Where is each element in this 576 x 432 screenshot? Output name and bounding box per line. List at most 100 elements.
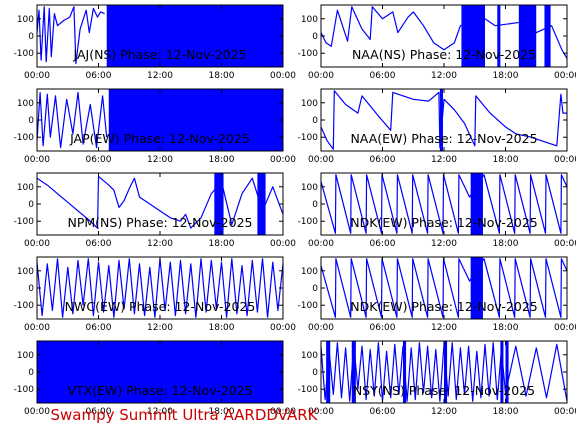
y-tick-label: 0 [28,200,34,210]
x-tick-label: 12:00 [147,155,173,165]
series-group [321,257,567,319]
plot-area [37,173,283,235]
x-tick-label: 12:00 [147,239,173,249]
x-tick-label: 06:00 [370,323,396,333]
x-tick-label: 00:00 [270,323,296,333]
x-tick-label: 00:00 [270,239,296,249]
dense-band-0 [108,89,283,151]
x-tick-label: 12:00 [147,323,173,333]
x-tick-label: 06:00 [86,155,112,165]
dense-band-5 [505,341,509,403]
x-tick-label: 00:00 [24,407,50,417]
dense-band-1 [497,5,501,67]
chart-title: VTX(EW) Phase: 12-Nov-2025 [67,383,252,398]
x-tick-label: 18:00 [209,155,235,165]
x-tick-label: 00:00 [308,407,334,417]
chart-title: JAP(EW) Phase: 12-Nov-2025 [69,131,250,146]
y-tick-label: 100 [301,99,318,109]
chart-panel-9: 100 0 -100 00:00 06:00 12:00 18:00 00:00 NSY(NS)… [298,340,576,417]
x-tick-label: 00:00 [554,239,576,249]
x-tick-label: 00:00 [270,407,296,417]
x-tick-label: 18:00 [493,155,519,165]
x-tick-label: 12:00 [431,407,457,417]
x-tick-label: 00:00 [24,239,50,249]
x-tick-label: 18:00 [209,71,235,81]
x-tick-label: 00:00 [308,71,334,81]
y-tick-label: 0 [312,32,318,42]
y-tick-label: 100 [301,351,318,361]
chart-title: NAA(EW) Phase: 12-Nov-2025 [350,131,537,146]
x-tick-label: 00:00 [554,323,576,333]
x-tick-label: 00:00 [308,323,334,333]
y-tick-label: 100 [17,99,34,109]
y-tick-label: 100 [17,267,34,277]
chart-panel-3: 100 0 -100 00:00 06:00 12:00 18:00 00:00 NAA(EW)… [298,88,576,165]
dense-band-0 [214,173,224,235]
chart-title: NSY(NS) Phase: 12-Nov-2025 [353,383,535,398]
dense-band-0 [439,89,443,151]
x-tick-label: 18:00 [209,239,235,249]
series-line [321,90,567,150]
y-tick-label: 100 [17,15,34,25]
x-tick-label: 00:00 [24,323,50,333]
x-tick-label: 12:00 [431,323,457,333]
y-tick-label: -100 [14,49,35,59]
y-tick-label: 0 [312,368,318,378]
y-tick-label: 0 [312,284,318,294]
dense-band-1 [257,173,266,235]
chart-panel-6: 100 0 -100 00:00 06:00 12:00 18:00 00:00 NWC(EW)… [14,256,296,333]
x-tick-label: 06:00 [86,407,112,417]
x-tick-label: 00:00 [270,71,296,81]
x-tick-label: 06:00 [370,71,396,81]
x-tick-label: 06:00 [370,407,396,417]
y-tick-label: -100 [298,133,319,143]
x-tick-label: 18:00 [493,71,519,81]
series-group [37,173,283,235]
series-group [321,5,567,67]
y-tick-label: -100 [14,133,35,143]
x-tick-label: 00:00 [270,155,296,165]
series-group [37,341,283,403]
x-tick-label: 18:00 [209,323,235,333]
chart-title: NDK(EW) Phase: 12-Nov-2025 [350,215,537,230]
x-tick-label: 00:00 [24,155,50,165]
dense-band-0 [470,173,483,235]
y-tick-label: 100 [301,15,318,25]
x-tick-label: 12:00 [431,239,457,249]
y-tick-label: 100 [17,183,34,193]
y-tick-label: -100 [14,385,35,395]
dense-band-0 [470,257,483,319]
series-group [321,173,567,235]
y-tick-label: -100 [298,385,319,395]
y-tick-label: 100 [301,183,318,193]
y-tick-label: 0 [28,284,34,294]
series-group [321,89,567,151]
x-tick-label: 18:00 [493,407,519,417]
series-line [37,342,283,402]
chart-panel-7: 100 0 -100 00:00 06:00 12:00 18:00 00:00 NDK(EW)… [298,256,576,333]
x-tick-label: 00:00 [554,155,576,165]
y-tick-label: 0 [28,32,34,42]
chart-panel-8: 100 0 -100 00:00 06:00 12:00 18:00 00:00 VTX(EW)… [14,340,296,417]
series-line [37,91,108,149]
x-tick-label: 18:00 [493,239,519,249]
y-tick-label: -100 [298,301,319,311]
dense-band-3 [444,341,448,403]
x-tick-label: 18:00 [209,407,235,417]
x-tick-label: 00:00 [308,155,334,165]
dense-band-0 [326,341,331,403]
dense-band-4 [500,341,504,403]
dense-band-3 [544,5,551,67]
series-group [37,5,283,67]
x-tick-label: 12:00 [147,71,173,81]
series-line [37,175,283,229]
y-tick-label: 0 [312,116,318,126]
dense-band-1 [351,341,356,403]
y-tick-label: -100 [14,217,35,227]
dense-band-0 [106,5,283,67]
y-tick-label: -100 [298,217,319,227]
x-tick-label: 06:00 [86,323,112,333]
series-group [321,341,567,403]
series-line [321,342,567,402]
